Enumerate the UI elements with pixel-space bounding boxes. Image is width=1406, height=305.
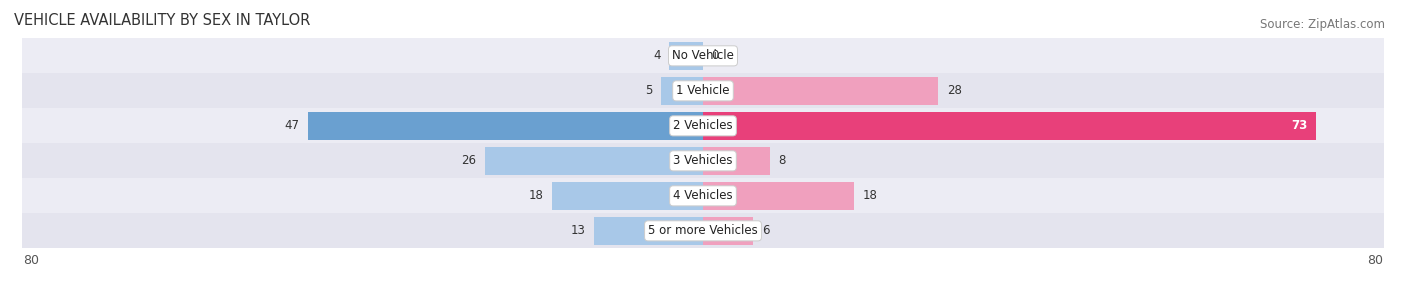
Text: No Vehicle: No Vehicle bbox=[672, 49, 734, 62]
Text: 73: 73 bbox=[1292, 119, 1308, 132]
Text: 13: 13 bbox=[571, 224, 585, 237]
Text: 5 or more Vehicles: 5 or more Vehicles bbox=[648, 224, 758, 237]
Text: Source: ZipAtlas.com: Source: ZipAtlas.com bbox=[1260, 18, 1385, 31]
Bar bbox=[22, 143, 1384, 178]
Bar bbox=[703, 182, 855, 210]
Text: 4: 4 bbox=[654, 49, 661, 62]
Text: 18: 18 bbox=[863, 189, 877, 202]
Bar bbox=[308, 112, 703, 139]
Text: 2 Vehicles: 2 Vehicles bbox=[673, 119, 733, 132]
Bar bbox=[22, 214, 1384, 248]
Bar bbox=[661, 77, 703, 105]
Bar bbox=[485, 147, 703, 174]
Text: 47: 47 bbox=[285, 119, 299, 132]
Text: 4 Vehicles: 4 Vehicles bbox=[673, 189, 733, 202]
Text: 3 Vehicles: 3 Vehicles bbox=[673, 154, 733, 167]
Text: 1 Vehicle: 1 Vehicle bbox=[676, 84, 730, 97]
Text: 28: 28 bbox=[946, 84, 962, 97]
Text: 6: 6 bbox=[762, 224, 769, 237]
Text: 18: 18 bbox=[529, 189, 543, 202]
Text: 0: 0 bbox=[711, 49, 718, 62]
Bar bbox=[22, 178, 1384, 213]
Bar bbox=[22, 38, 1384, 73]
Bar bbox=[551, 182, 703, 210]
Bar bbox=[703, 147, 770, 174]
Text: 26: 26 bbox=[461, 154, 477, 167]
Text: 8: 8 bbox=[779, 154, 786, 167]
Bar bbox=[22, 73, 1384, 108]
Bar bbox=[703, 112, 1316, 139]
Bar bbox=[22, 108, 1384, 143]
Text: 5: 5 bbox=[645, 84, 652, 97]
Bar bbox=[703, 217, 754, 245]
Bar bbox=[669, 42, 703, 70]
Legend: Male, Female: Male, Female bbox=[631, 304, 775, 305]
Bar bbox=[703, 77, 938, 105]
Bar bbox=[593, 217, 703, 245]
Text: VEHICLE AVAILABILITY BY SEX IN TAYLOR: VEHICLE AVAILABILITY BY SEX IN TAYLOR bbox=[14, 13, 311, 28]
